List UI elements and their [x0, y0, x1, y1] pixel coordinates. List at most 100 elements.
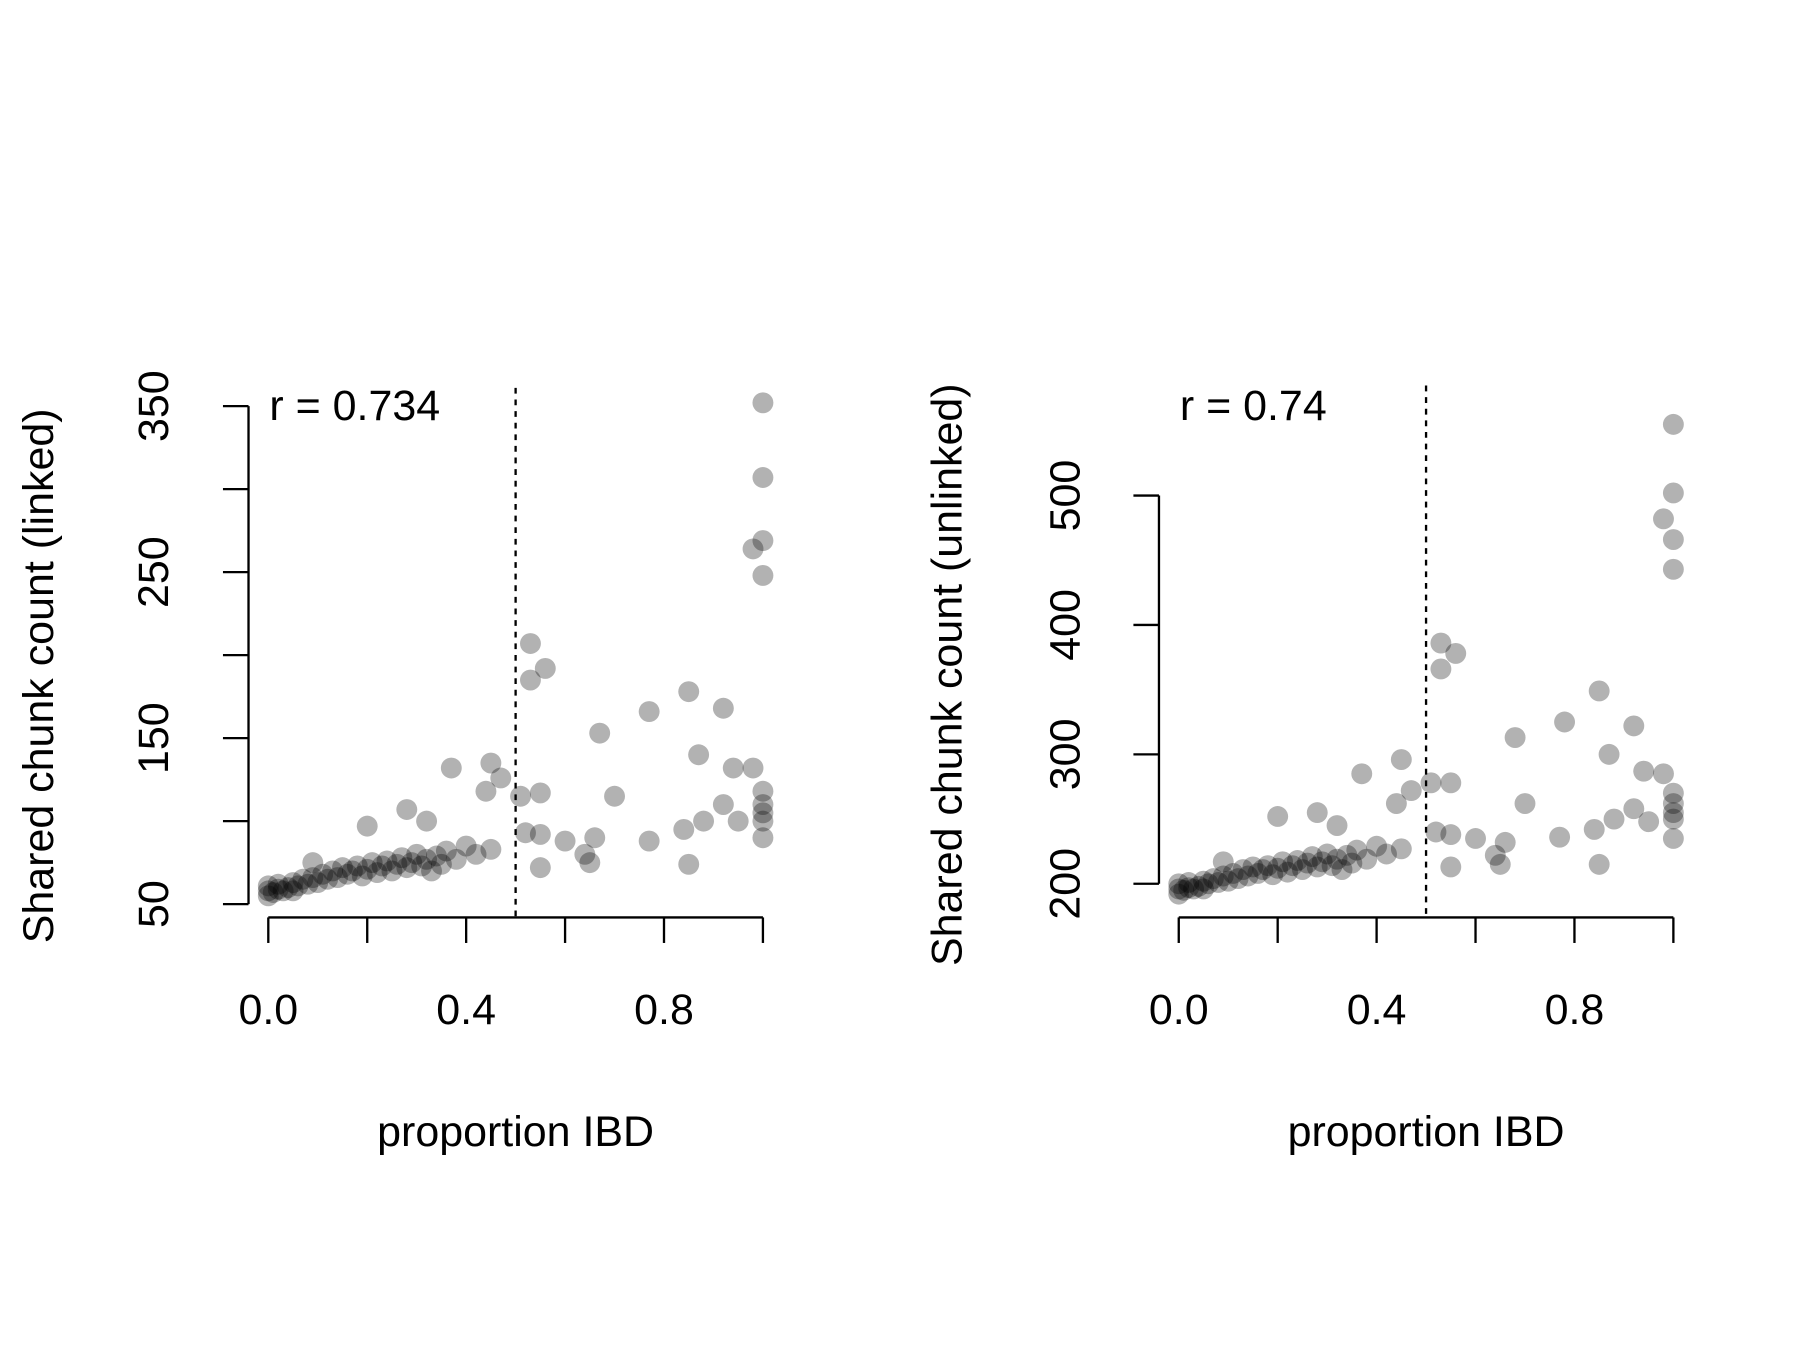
- point: [589, 722, 611, 744]
- point: [341, 860, 363, 882]
- point: [287, 875, 309, 897]
- point: [322, 860, 344, 882]
- point: [396, 857, 418, 879]
- point: [673, 818, 695, 840]
- point: [277, 877, 299, 898]
- point: [361, 852, 383, 874]
- point: [440, 757, 462, 779]
- point: [1440, 856, 1462, 878]
- x-axis-label: proportion IBD: [1288, 1108, 1565, 1156]
- point: [1662, 808, 1684, 830]
- point: [1197, 873, 1219, 895]
- point: [366, 862, 388, 884]
- point: [1217, 870, 1239, 892]
- point: [534, 657, 556, 679]
- point: [1662, 793, 1684, 814]
- point: [1311, 851, 1333, 873]
- point: [455, 835, 477, 857]
- point: [1296, 852, 1318, 874]
- point: [1662, 558, 1684, 580]
- point: [752, 565, 774, 586]
- point: [1662, 782, 1684, 804]
- point: [1267, 806, 1289, 827]
- point: [1287, 850, 1308, 871]
- point: [1282, 855, 1303, 877]
- point: [406, 843, 428, 865]
- point: [257, 875, 279, 897]
- point: [381, 860, 403, 882]
- x-tick-label: 0.8: [1545, 986, 1605, 1034]
- point: [515, 822, 536, 844]
- point: [401, 852, 423, 874]
- point: [752, 802, 774, 824]
- point: [1662, 828, 1684, 849]
- point: [480, 838, 502, 860]
- point: [302, 852, 324, 874]
- point: [465, 843, 487, 865]
- point: [346, 855, 368, 877]
- point: [1257, 855, 1279, 877]
- point: [416, 810, 438, 832]
- x-tick-label: 0.8: [634, 986, 694, 1034]
- point: [1440, 772, 1462, 794]
- point: [1183, 878, 1205, 900]
- point: [1425, 821, 1447, 843]
- point: [1662, 482, 1684, 504]
- point: [520, 669, 541, 691]
- point: [722, 757, 744, 779]
- point: [421, 860, 442, 882]
- point: [1638, 811, 1660, 833]
- y-tick-label: 250: [130, 536, 178, 608]
- point: [1583, 818, 1605, 840]
- point: [752, 827, 774, 849]
- point: [257, 885, 279, 907]
- point: [426, 845, 447, 867]
- point: [1653, 763, 1674, 785]
- point: [1212, 865, 1234, 887]
- x-tick-label: 0.4: [1347, 986, 1407, 1034]
- point: [282, 880, 304, 902]
- x-tick-label: 0.0: [238, 986, 298, 1034]
- point: [480, 752, 502, 774]
- point: [356, 858, 378, 880]
- point: [302, 867, 324, 889]
- point: [678, 853, 700, 875]
- point: [411, 855, 433, 877]
- point: [584, 827, 606, 849]
- point: [386, 853, 408, 875]
- point: [416, 848, 438, 870]
- point: [262, 882, 284, 903]
- point: [267, 878, 289, 900]
- point: [529, 782, 551, 804]
- point: [1178, 877, 1200, 899]
- point: [1168, 873, 1190, 895]
- point: [1173, 879, 1195, 901]
- point: [1188, 875, 1209, 897]
- point: [1356, 848, 1378, 870]
- point: [396, 799, 418, 820]
- point: [693, 810, 715, 832]
- point: [1623, 798, 1645, 820]
- y-tick-label: 150: [130, 702, 178, 774]
- point: [1662, 529, 1684, 550]
- y-tick-label: 200: [1042, 848, 1090, 920]
- point: [529, 823, 551, 845]
- point: [1465, 828, 1486, 849]
- point: [1549, 826, 1571, 848]
- point: [1247, 862, 1269, 884]
- point: [1331, 859, 1353, 880]
- annotation: r = 0.734: [269, 382, 440, 430]
- point: [332, 857, 353, 879]
- point: [1494, 831, 1516, 853]
- point: [1376, 843, 1397, 865]
- point: [1662, 802, 1684, 824]
- point: [371, 855, 393, 877]
- point: [430, 853, 452, 875]
- point: [1390, 749, 1412, 770]
- point: [1588, 853, 1610, 875]
- point: [1430, 632, 1452, 654]
- point: [435, 840, 457, 862]
- point: [1193, 878, 1214, 900]
- point: [638, 701, 660, 723]
